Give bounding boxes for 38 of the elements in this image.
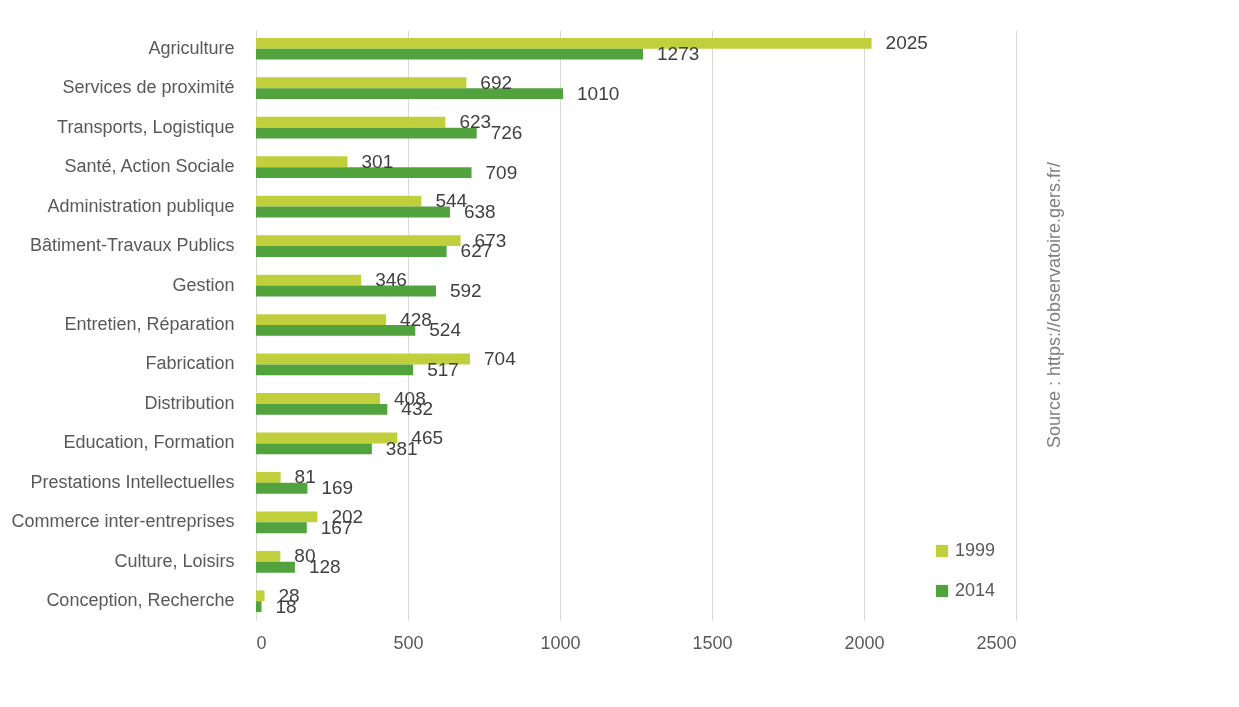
x-tick-label: 2000 <box>844 632 885 653</box>
data-label: 592 <box>449 279 482 301</box>
y-tick-label: Transports, Logistique <box>57 116 235 137</box>
x-tick-label: 500 <box>393 632 424 653</box>
x-tick-label: 1000 <box>540 632 581 653</box>
y-tick-label: Entretien, Réparation <box>64 314 235 334</box>
x-tick-label: 1500 <box>692 632 733 653</box>
data-label: 726 <box>490 122 523 144</box>
data-label: 692 <box>480 71 513 93</box>
y-tick-label: Fabrication <box>145 353 235 374</box>
y-tick-label: Gestion <box>172 274 235 295</box>
data-label: 81 <box>294 466 316 488</box>
y-tick-label: Education, Formation <box>63 432 235 453</box>
y-tick-label: Prestations Intellectuelles <box>30 471 235 492</box>
y-tick-label: Culture, Loisirs <box>114 550 235 571</box>
y-tick-label: Bâtiment-Travaux Publics <box>30 235 235 256</box>
data-label: 1010 <box>577 82 620 104</box>
data-label: 301 <box>361 150 394 172</box>
y-tick-label: Agriculture <box>148 37 235 58</box>
x-tick-label: 2500 <box>976 632 1017 653</box>
x-tick-label: 0 <box>256 632 267 653</box>
data-label: 704 <box>484 348 517 370</box>
y-tick-label: Distribution <box>144 392 235 413</box>
data-label: 346 <box>375 269 407 291</box>
legend-label: 1999 <box>955 540 996 560</box>
source-note: Source : https://observatoire.gers.fr/ <box>1044 161 1064 449</box>
data-label: 517 <box>427 358 459 380</box>
y-tick-label: Administration publique <box>47 195 235 216</box>
y-tick-label: Commerce inter-entreprises <box>11 511 235 532</box>
data-label: 709 <box>485 161 518 183</box>
y-tick-label: Conception, Recherche <box>46 590 235 611</box>
y-tick-label: Santé, Action Sociale <box>64 156 235 177</box>
data-label: 1273 <box>656 43 700 65</box>
data-label: 2025 <box>885 32 928 54</box>
legend-label: 2014 <box>955 580 996 600</box>
data-label: 623 <box>459 111 492 133</box>
y-tick-label: Services de proximité <box>62 77 235 98</box>
data-label: 169 <box>321 477 354 499</box>
